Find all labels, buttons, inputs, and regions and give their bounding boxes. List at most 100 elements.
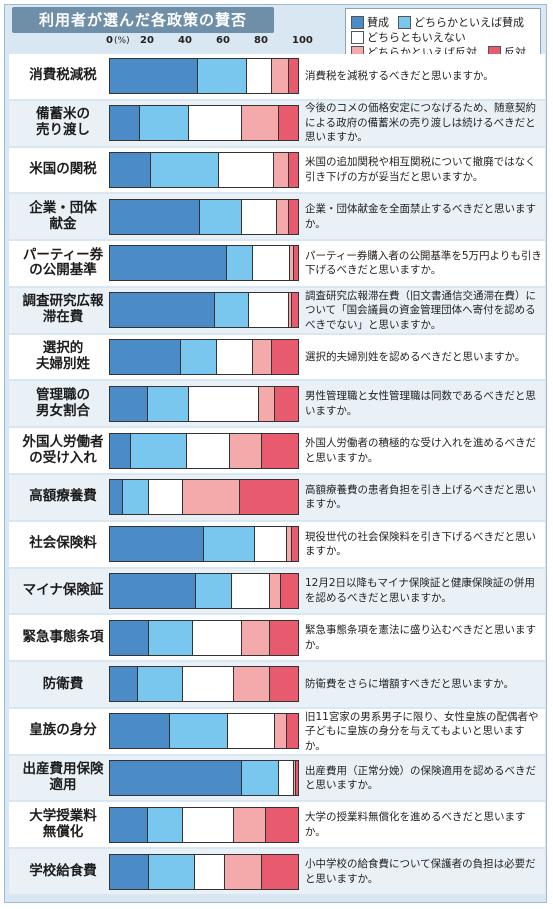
bar-segment-1 (110, 386, 148, 421)
question-text-box: 小中学校の給食費について保護者の負担は必要だと思いますか。 (305, 849, 543, 894)
bar-segment-5 (279, 106, 298, 141)
chart-row: マイナ保険証 12月2日以降もマイナ保険証と健康保険証の併用を認めるべきだと思いま… (9, 568, 545, 614)
bar-segment-3 (279, 761, 295, 796)
category-label: 消費税減税 (29, 67, 97, 84)
stacked-bar (109, 292, 299, 329)
legend-item-sansei: 賛成 (351, 14, 389, 30)
chart-title: 利用者が選んだ各政策の賛否 (12, 7, 274, 33)
bar-segment-1 (110, 761, 242, 796)
category-label: マイナ保険証 (22, 581, 104, 598)
question-text-box: 外国人労働者の積極的な受け入れを進めるべきだと思いますか。 (305, 428, 543, 473)
bar-segment-2 (170, 714, 229, 749)
question-text-box: 男性管理職と女性管理職は同数であるべきだと思いますか。 (305, 381, 543, 426)
question-text: 調査研究広報滞在費（旧文書通信交通滞在費）について「国会議員の資金管理団体へ寄付… (305, 289, 536, 331)
bar-segment-3 (232, 573, 270, 608)
question-text-box: パーティー券購入者の公開基準を5万円よりも引き下げるべきだと思いますか。 (305, 241, 543, 286)
category-label: 管理職の 男女割合 (36, 386, 90, 419)
question-text: 現役世代の社会保険料を引き下げるべきだと思いますか。 (305, 530, 536, 558)
category-label: 学校給食費 (29, 862, 97, 879)
legend-swatch-dochiraka-sansei (398, 15, 411, 29)
bar-segment-3 (149, 480, 184, 515)
stacked-bar (109, 385, 299, 422)
stacked-bar (109, 339, 299, 376)
bar-segment-3 (187, 433, 231, 468)
bar-segment-3 (188, 386, 259, 421)
category-label: パーティー券 の公開基準 (22, 246, 104, 279)
stacked-bar (109, 526, 299, 563)
bar-segment-5 (288, 59, 298, 94)
question-text: 高額療養費の患者負担を引き上げるべきだと思いますか。 (305, 483, 536, 511)
stacked-bar (109, 760, 299, 797)
bar-segment-2 (241, 761, 280, 796)
bar-segment-2 (147, 807, 184, 842)
bar-segment-2 (149, 854, 195, 889)
category-label: 米国の関税 (29, 160, 97, 177)
bar-segment-1 (110, 854, 150, 889)
bar-segment-5 (266, 807, 298, 842)
x-tick-label: 20 (140, 35, 154, 46)
bar-segment-1 (110, 340, 182, 375)
bar-segment-1 (110, 573, 197, 608)
bar-segment-1 (110, 714, 171, 749)
bar-segment-5 (269, 620, 298, 655)
bar-segment-1 (110, 480, 124, 515)
category-label: 調査研究広報 滞在費 (22, 293, 104, 326)
bar-segment-4 (288, 293, 293, 328)
question-text-box: 大学の授業料無償化を進めるべきだと思いますか。 (305, 802, 543, 847)
chart-row: 社会保険料 現役世代の社会保険料を引き下げるべきだと思いますか。 (9, 521, 545, 567)
bar-segment-5 (262, 433, 298, 468)
stacked-bar (109, 198, 299, 235)
bar-segment-1 (110, 620, 150, 655)
category-label: 出産費用保険 適用 (22, 761, 104, 794)
bar-segment-3 (228, 714, 276, 749)
stacked-bar (109, 666, 299, 703)
bar-segment-2 (149, 620, 193, 655)
legend-item-neutral: どちらともいえない (351, 29, 466, 45)
chart-row: 大学授業料 無償化 大学の授業料無償化を進めるべきだと思いますか。 (9, 802, 545, 848)
bar-segment-4 (230, 433, 263, 468)
stacked-bar (109, 853, 299, 890)
bar-segment-2 (138, 667, 184, 702)
question-text: 今後のコメの価格安定につなげるため、随意契約による政府の備蓄米の売り渡しは続ける… (305, 102, 536, 144)
bar-segment-3 (183, 667, 235, 702)
bar-segment-2 (226, 246, 253, 281)
bar-segment-2 (123, 480, 150, 515)
bar-segment-4 (234, 807, 267, 842)
bar-segment-4 (269, 573, 282, 608)
x-tick-label: 0 (106, 35, 113, 46)
bar-segment-5 (292, 293, 298, 328)
chart-row: 緊急事態条項 緊急事態条項を憲法に盛り込むべきだと思いますか。 (9, 615, 545, 661)
bar-segment-3 (217, 340, 253, 375)
question-text: 米国の追加関税や相互関税について撤廃ではなく引き下げの方が妥当だと思いますか。 (305, 156, 536, 183)
bar-segment-2 (204, 527, 255, 562)
bar-segment-1 (110, 59, 199, 94)
bar-segment-4 (294, 761, 297, 796)
axis-unit-label: (%) (114, 36, 130, 46)
category-label: 社会保険料 (29, 535, 97, 552)
bar-segment-2 (130, 433, 188, 468)
bar-segment-3 (247, 59, 272, 94)
stacked-bar (109, 105, 299, 142)
category-label: 高額療養費 (29, 488, 97, 505)
category-label: 選択的 夫婦別姓 (36, 340, 90, 373)
bar-segment-5 (294, 246, 298, 281)
legend-swatch-neutral (351, 30, 364, 44)
legend-label-neutral: どちらともいえない (367, 31, 466, 44)
category-label: 備蓄米の 売り渡し (36, 106, 90, 139)
category-label: 外国人労働者 の受け入れ (22, 433, 104, 466)
stacked-bar (109, 432, 299, 469)
bar-segment-2 (181, 340, 218, 375)
stacked-bar (109, 245, 299, 282)
bar-segment-1 (110, 667, 139, 702)
category-label: 大学授業料 無償化 (29, 807, 97, 840)
stacked-bar (109, 479, 299, 516)
bar-segment-3 (194, 854, 225, 889)
chart-row: 管理職の 男女割合 男性管理職と女性管理職は同数であるべきだと思いますか。 (9, 381, 545, 427)
chart-row: 出産費用保険 適用 出産費用（正常分娩）の保険適用を認めるべきだと思いますか。 (9, 755, 545, 801)
bar-segment-5 (239, 480, 298, 515)
question-text-box: 選択的夫婦別姓を認めるべきだと思いますか。 (305, 335, 543, 380)
bar-segment-3 (192, 620, 242, 655)
bar-segment-2 (200, 199, 242, 234)
legend-swatch-sansei (351, 15, 364, 29)
legend: 賛成 どちらかといえば賛成 どちらともいえない どちらかといえば反対 反対 (345, 8, 541, 60)
